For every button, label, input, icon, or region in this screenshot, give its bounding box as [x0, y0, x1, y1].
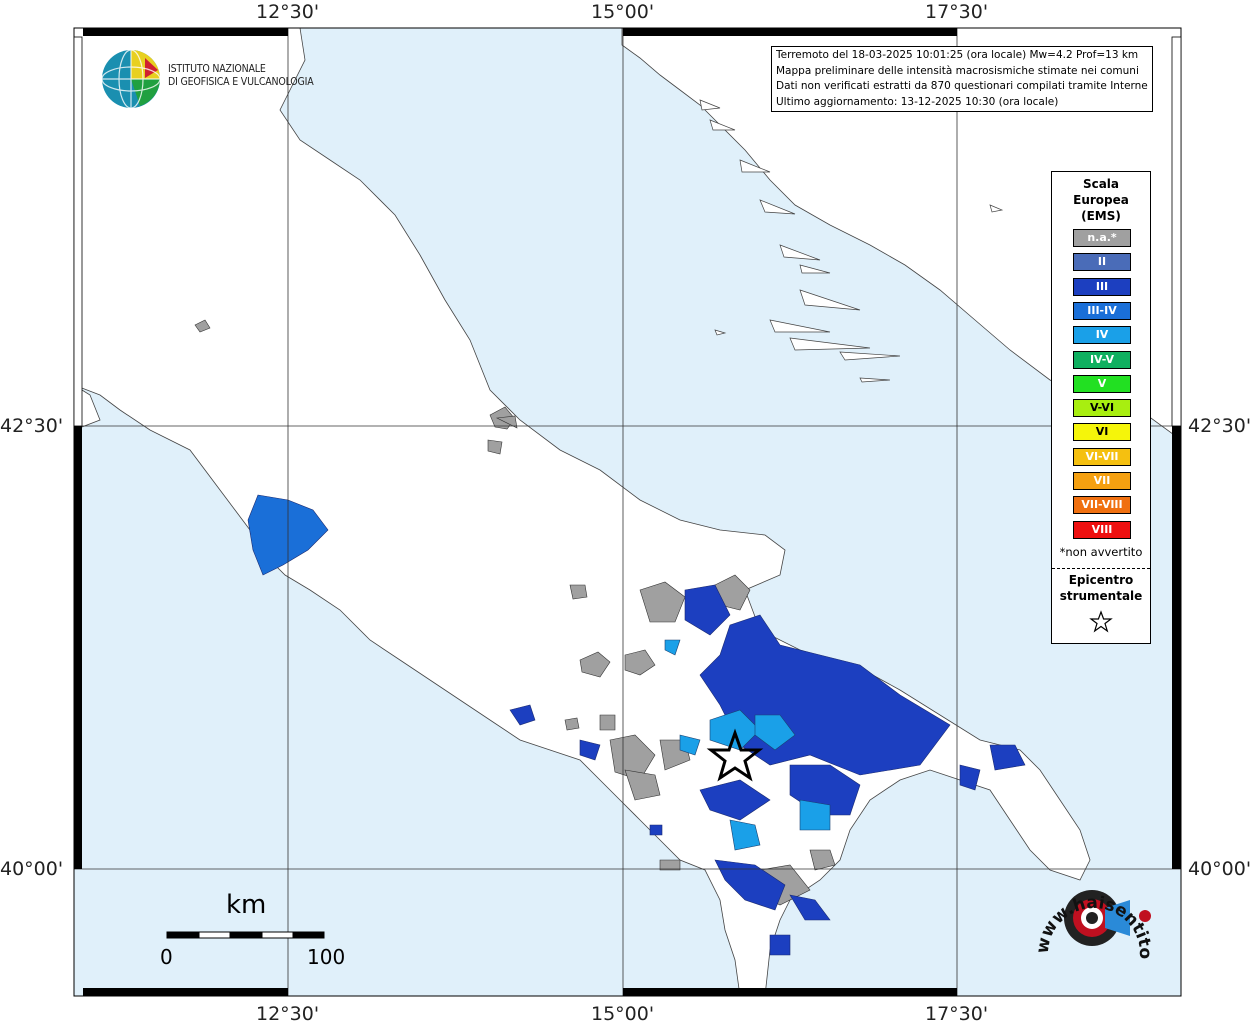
- scale-start: 0: [160, 945, 173, 969]
- graticule: [74, 28, 1181, 996]
- legend-swatch: II: [1073, 253, 1131, 272]
- legend-swatch: IV-V: [1073, 350, 1131, 369]
- scale-bar: [166, 931, 325, 939]
- top-label-3: 17°30': [925, 1, 989, 23]
- legend-title: Scala Europea (EMS): [1052, 176, 1150, 224]
- info-line-3: Dati non verificati estratti da 870 ques…: [776, 80, 1148, 92]
- top-label-1: 12°30': [256, 1, 320, 23]
- legend-swatch: VII: [1073, 472, 1131, 490]
- legend-swatch: V: [1073, 374, 1131, 393]
- info-line-4: Ultimo aggiornamento: 13-12-2025 10:30 (…: [776, 95, 1059, 108]
- legend-title-1: Scala: [1082, 177, 1120, 191]
- right-label-1: 42°30': [1188, 415, 1252, 437]
- ingv-logo-icon: [101, 49, 161, 109]
- epicenter-star: [706, 728, 764, 782]
- legend: Scala Europea (EMS) n.a.* II III III-IV IV IV…: [1051, 171, 1151, 644]
- institute-line-2: DI GEOFISICA E VULCANOLOGIA: [168, 76, 314, 88]
- legend-epicenter-1: Epicentro: [1068, 573, 1134, 587]
- top-label-2: 15°00': [591, 1, 655, 23]
- legend-note: *non avvertito: [1059, 545, 1143, 559]
- legend-swatch: III: [1073, 277, 1131, 296]
- legend-swatch: VII-VIII: [1073, 496, 1131, 515]
- right-label-2: 40°00': [1188, 858, 1252, 880]
- left-label-1: 42°30': [0, 415, 64, 437]
- legend-star-icon: [1089, 610, 1113, 633]
- legend-swatch: III-IV: [1073, 301, 1131, 320]
- scale-unit: km: [226, 890, 267, 920]
- left-label-2: 40°00': [0, 858, 64, 880]
- info-line-1: Terremoto del 18-03-2025 10:01:25 (ora l…: [776, 49, 1139, 61]
- legend-title-2: Europea: [1073, 193, 1129, 207]
- legend-swatch: VI-VII: [1073, 447, 1131, 466]
- haisentito-logo-icon: www.haisentitoilterremoto.it: [1030, 866, 1155, 959]
- scale-end: 100: [307, 945, 346, 969]
- legend-swatch: VIII: [1073, 520, 1131, 539]
- bottom-label-2: 15°00': [591, 1003, 655, 1025]
- legend-title-3: (EMS): [1081, 209, 1121, 223]
- info-line-2: Mappa preliminare delle intensità macros…: [776, 64, 1139, 77]
- legend-epicenter-2: strumentale: [1059, 589, 1143, 603]
- info-box: Terremoto del 18-03-2025 10:01:25 (ora l…: [771, 46, 1153, 112]
- legend-swatch: VI: [1073, 423, 1131, 442]
- bottom-label-1: 12°30': [256, 1003, 320, 1025]
- legend-separator: [1052, 568, 1150, 569]
- legend-swatch: n.a.*: [1073, 229, 1131, 247]
- legend-epicenter: Epicentro strumentale: [1052, 572, 1150, 604]
- legend-swatch: IV: [1073, 326, 1131, 345]
- legend-swatch: V-VI: [1073, 399, 1131, 418]
- bottom-label-3: 17°30': [925, 1003, 989, 1025]
- map-frame: [73, 27, 1182, 997]
- institute-line-1: ISTITUTO NAZIONALE: [168, 63, 266, 75]
- institute-name: ISTITUTO NAZIONALE DI GEOFISICA E VULCAN…: [168, 63, 314, 89]
